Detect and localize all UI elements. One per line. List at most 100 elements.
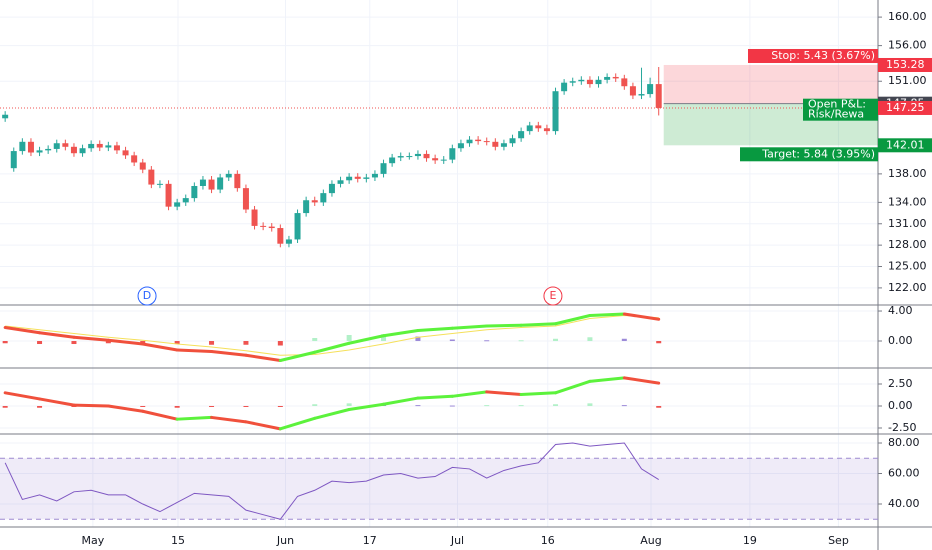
histogram-bar (587, 403, 593, 406)
rsi-band (0, 458, 878, 520)
oscillator-segment (416, 394, 454, 400)
oscillator-segment (313, 408, 351, 420)
candle-body (139, 162, 146, 170)
candle-body (466, 139, 473, 144)
oscillator-segment (3, 326, 42, 335)
y-tick-label: 151.00 (888, 74, 927, 87)
histogram-bar (621, 405, 627, 407)
oscillator-segment (38, 397, 76, 407)
event-marker (137, 286, 157, 306)
stop-label: Stop: 5.43 (3.67%) (771, 49, 875, 62)
candle-body (260, 225, 267, 227)
histogram-bar (71, 341, 77, 345)
y-tick-label: 0.00 (888, 399, 913, 412)
x-tick-label: Jun (276, 534, 294, 547)
histogram-bar (312, 404, 318, 406)
histogram-bar (381, 334, 387, 342)
candle-body (53, 143, 60, 149)
histogram-bar (415, 336, 421, 342)
oscillator-segment (210, 415, 248, 424)
oscillator-segment (450, 390, 489, 398)
histogram-bar (553, 338, 559, 342)
oscillator-segment (72, 335, 110, 342)
candle-body (492, 141, 499, 147)
candle-body (440, 159, 447, 161)
candle-body (70, 146, 77, 154)
histogram-bar (209, 405, 215, 407)
oscillator-segment (106, 338, 145, 346)
signal-line (5, 315, 659, 356)
candle-body (62, 143, 69, 147)
candle-body (449, 148, 456, 160)
candle-body (182, 198, 189, 203)
candle-body (113, 145, 120, 151)
oscillator-segment (622, 312, 661, 321)
histogram-bar (243, 341, 249, 345)
histogram-bar (518, 340, 524, 342)
oscillator-segment (278, 350, 317, 363)
histogram-bar (105, 341, 111, 344)
histogram-bar (37, 341, 43, 345)
y-tick-label: 128.00 (888, 238, 927, 251)
oscillator-segment (3, 391, 42, 401)
oscillator-segment (244, 420, 282, 431)
event-label: E (549, 289, 556, 302)
histogram-bar (277, 405, 283, 407)
pnl-box (803, 98, 878, 121)
oscillator-segment (106, 404, 145, 413)
oscillator-segment (416, 326, 454, 333)
y-tick-label: 134.00 (888, 195, 927, 208)
candle-body (655, 84, 662, 108)
candle-body (595, 79, 602, 85)
oscillator-segment (141, 409, 179, 421)
oscillator-segment (519, 322, 558, 327)
candle-body (320, 193, 327, 203)
candle-body (354, 176, 361, 179)
histogram-bar (656, 405, 662, 408)
candle-body (156, 183, 163, 185)
histogram-bar (553, 404, 559, 406)
oscillator-segment (313, 341, 351, 354)
histogram-bar (449, 405, 455, 407)
target-price-tag-bg (878, 138, 932, 153)
oscillator-segment (485, 323, 523, 328)
y-tick-label: 138.00 (888, 167, 927, 180)
candle-body (285, 239, 292, 244)
oscillator-segment (554, 379, 592, 395)
oscillator-segment (210, 350, 248, 357)
candle-body (19, 141, 26, 152)
histogram-bar (312, 338, 318, 342)
histogram-bar (243, 405, 249, 407)
candle-body (397, 156, 404, 158)
histogram-bar (174, 405, 180, 408)
oscillator-segment (554, 314, 592, 326)
x-tick-label: Jul (450, 534, 464, 547)
candle-body (79, 148, 86, 154)
event-marker (543, 286, 563, 306)
oscillator-segment (588, 312, 626, 318)
oscillator-segment (175, 415, 214, 421)
candle-body (389, 157, 396, 164)
candle-body (414, 153, 421, 157)
candle-body (122, 150, 129, 156)
y-tick-label: 4.00 (888, 304, 913, 317)
histogram-bar (37, 405, 43, 408)
stop-zone (663, 64, 878, 104)
candle-body (483, 141, 490, 143)
histogram-bar (449, 339, 455, 342)
target-label: Target: 5.84 (3.95%) (761, 147, 875, 160)
candle-body (27, 141, 34, 153)
candle-body (638, 94, 645, 96)
candle-body (509, 138, 516, 144)
histogram-bar (484, 405, 490, 407)
candle-body (148, 169, 155, 185)
oscillator-segment (622, 376, 661, 385)
candle-body (569, 81, 576, 83)
candle-body (552, 91, 559, 132)
candle-body (518, 131, 525, 139)
event-label: D (143, 289, 151, 302)
candle-body (621, 78, 628, 87)
oscillator-segment (244, 353, 282, 363)
target-label-bg (740, 147, 878, 162)
